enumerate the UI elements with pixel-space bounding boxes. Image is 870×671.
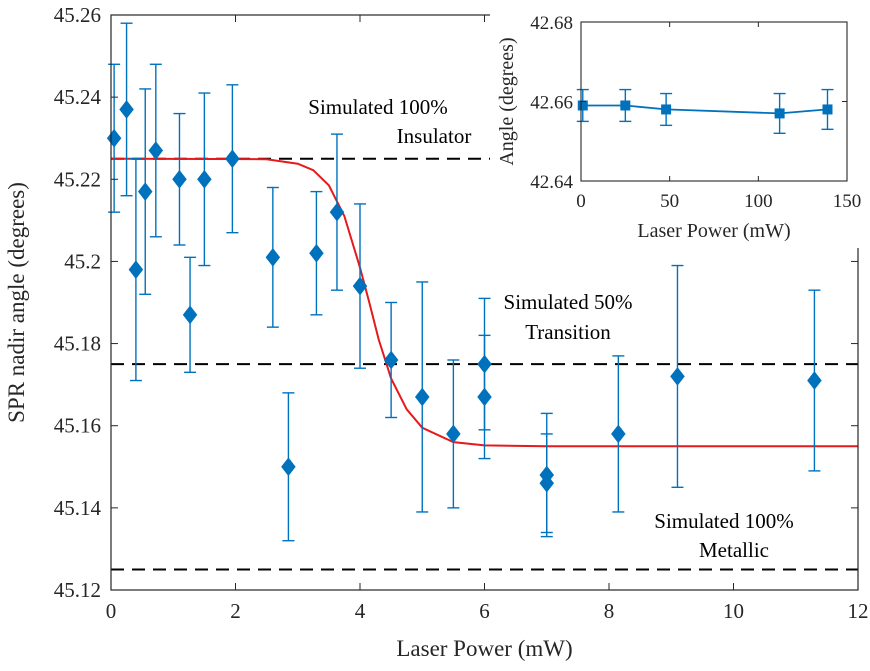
square-marker: [620, 100, 631, 111]
diamond-marker: [128, 260, 144, 280]
inset-point-2: [619, 88, 632, 123]
x-axis-title: Laser Power (mW): [396, 636, 572, 661]
reference-label-1-line-1: Simulated 100%: [308, 95, 447, 119]
inset-point-1: [576, 88, 589, 123]
diamond-marker: [225, 149, 240, 169]
inset-x-tick-label: 100: [744, 191, 773, 212]
main-plot: Simulated 100% Insulator Simulated 50% Tran…: [4, 3, 869, 661]
inset-point-5: [821, 88, 834, 131]
data-point-4: [137, 88, 153, 295]
reference-label-1-line-2: Insulator: [397, 124, 472, 148]
y-axis-title: SPR nadir angle (degrees): [4, 182, 29, 423]
data-point-10: [265, 186, 281, 328]
data-point-14: [352, 203, 368, 369]
inset-x-tick-label: 150: [833, 191, 862, 212]
diamond-marker: [106, 128, 122, 148]
inset-y-tick-label: 42.64: [530, 172, 573, 193]
data-point-13: [329, 133, 345, 291]
diamond-marker: [148, 141, 164, 160]
diamond-marker: [265, 247, 281, 267]
inset-point-4: [773, 92, 786, 135]
y-tick-label: 45.24: [54, 85, 102, 109]
diamond-marker: [477, 387, 492, 407]
square-marker: [577, 100, 588, 111]
diamond-marker: [446, 424, 461, 444]
data-point-1: [106, 63, 122, 213]
diamond-marker: [137, 182, 153, 202]
x-tick-label: 0: [106, 599, 117, 623]
inset-y-tick-label: 42.66: [530, 93, 573, 114]
data-point-19: [477, 334, 492, 460]
data-point-17: [446, 359, 461, 509]
y-tick-label: 45.14: [54, 496, 102, 520]
data-point-11: [281, 392, 296, 542]
diamond-marker: [611, 424, 626, 444]
inset-x-tick-label: 50: [660, 191, 679, 212]
data-point-2: [119, 22, 134, 197]
reference-label-2-line-2: Transition: [525, 320, 611, 344]
y-tick-label: 45.2: [64, 249, 101, 273]
x-tick-label: 6: [479, 599, 490, 623]
inset-x-axis-title: Laser Power (mW): [637, 220, 790, 242]
diamond-marker: [383, 350, 399, 370]
reference-label-3-line-2: Metallic: [699, 538, 769, 562]
inset-plot: 0 50 100 150 42.64 42.66 42.68 Laser Power (mW)…: [490, 8, 862, 248]
diamond-marker: [309, 243, 324, 263]
x-tick-label: 2: [230, 599, 241, 623]
diamond-marker: [329, 202, 345, 222]
fit-curve: [110, 157, 858, 448]
diamond-marker: [281, 457, 296, 477]
square-marker: [774, 108, 785, 119]
data-point-24: [807, 289, 822, 472]
data-point-21: [539, 433, 555, 534]
inset-x-tick-label: 0: [576, 191, 586, 212]
diamond-marker: [414, 387, 430, 407]
x-tick-label: 4: [355, 599, 366, 623]
data-point-23: [670, 264, 685, 489]
diamond-marker: [197, 169, 212, 189]
x-tick-label: 12: [848, 599, 869, 623]
y-tick-label: 45.22: [54, 167, 101, 191]
inset-y-tick-label: 42.68: [530, 13, 573, 34]
reference-label-3-line-1: Simulated 100%: [654, 509, 793, 533]
data-point-15: [383, 301, 399, 419]
data-point-12: [309, 190, 324, 316]
y-tick-label: 45.18: [54, 332, 101, 356]
diamond-marker: [352, 276, 368, 296]
data-point-8: [197, 92, 212, 267]
reference-label-2-line-1: Simulated 50%: [504, 290, 633, 314]
diamond-marker: [539, 473, 555, 493]
data-point-16: [414, 281, 430, 513]
data-point-22: [611, 355, 626, 513]
data-point-7: [182, 256, 198, 374]
square-marker: [822, 104, 833, 115]
data-point-9: [225, 84, 240, 234]
inset-y-axis-title: Angle (degrees): [496, 37, 518, 165]
diamond-marker: [119, 100, 134, 119]
x-tick-label: 8: [604, 599, 615, 623]
square-marker: [661, 104, 672, 115]
y-tick-label: 45.26: [54, 3, 101, 27]
y-tick-label: 45.16: [54, 414, 101, 438]
diamond-marker: [670, 367, 685, 386]
data-point-6: [172, 112, 187, 246]
inset-background: [490, 8, 862, 248]
diamond-marker: [182, 305, 198, 325]
x-tick-label: 10: [723, 599, 744, 623]
y-tick-label: 45.12: [54, 578, 101, 602]
data-point-5: [148, 63, 164, 238]
inset-point-3: [660, 92, 673, 127]
diamond-marker: [807, 371, 822, 390]
data-point-3: [128, 158, 144, 382]
diamond-marker: [172, 169, 187, 189]
